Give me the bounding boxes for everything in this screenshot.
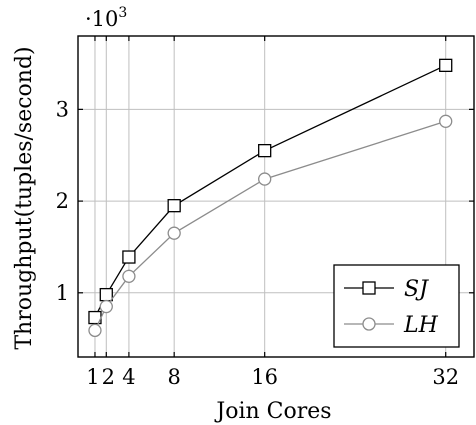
data-point-square	[439, 58, 453, 72]
data-point-square	[99, 287, 113, 302]
x-tick-label: 1	[86, 365, 99, 389]
data-point-square	[362, 281, 376, 295]
legend-entry-sj: SJ	[344, 277, 429, 302]
series-layer	[88, 58, 453, 338]
data-point-circle	[122, 269, 136, 283]
series-sj	[88, 58, 453, 325]
x-tick-label: 4	[122, 365, 135, 389]
data-point-circle	[258, 172, 272, 186]
data-point-circle	[88, 323, 102, 338]
y-tick-label: 1	[56, 281, 69, 305]
data-point-circle	[439, 114, 453, 128]
legend: SJ LH	[333, 264, 460, 348]
legend-label: LH	[403, 313, 439, 338]
y-multiplier-exponent: 3	[118, 5, 127, 21]
plot-frame	[77, 35, 475, 358]
series-lh	[88, 114, 453, 338]
y-multiplier-base: ·10	[85, 7, 118, 31]
x-tick-label: 16	[251, 365, 278, 389]
legend-entry-lh: LH	[344, 313, 439, 338]
legend-box	[333, 264, 460, 348]
x-tick-label: 32	[432, 365, 459, 389]
data-point-square	[122, 250, 136, 264]
x-tick-label: 8	[167, 365, 180, 389]
data-point-square	[167, 199, 181, 213]
data-point-circle	[167, 226, 181, 240]
x-axis-label: Join Cores	[214, 399, 331, 424]
grid	[78, 36, 474, 357]
x-tick-label: 2	[102, 365, 115, 389]
y-axis-multiplier: ·103	[85, 5, 127, 31]
y-axis-label: Throughput(tuples/second)	[12, 46, 37, 349]
data-point-circle	[362, 317, 376, 331]
data-point-square	[258, 143, 272, 158]
y-tick-label: 3	[56, 97, 69, 121]
y-tick-label: 2	[56, 189, 69, 213]
legend-label: SJ	[404, 277, 429, 302]
data-point-circle	[99, 299, 113, 314]
